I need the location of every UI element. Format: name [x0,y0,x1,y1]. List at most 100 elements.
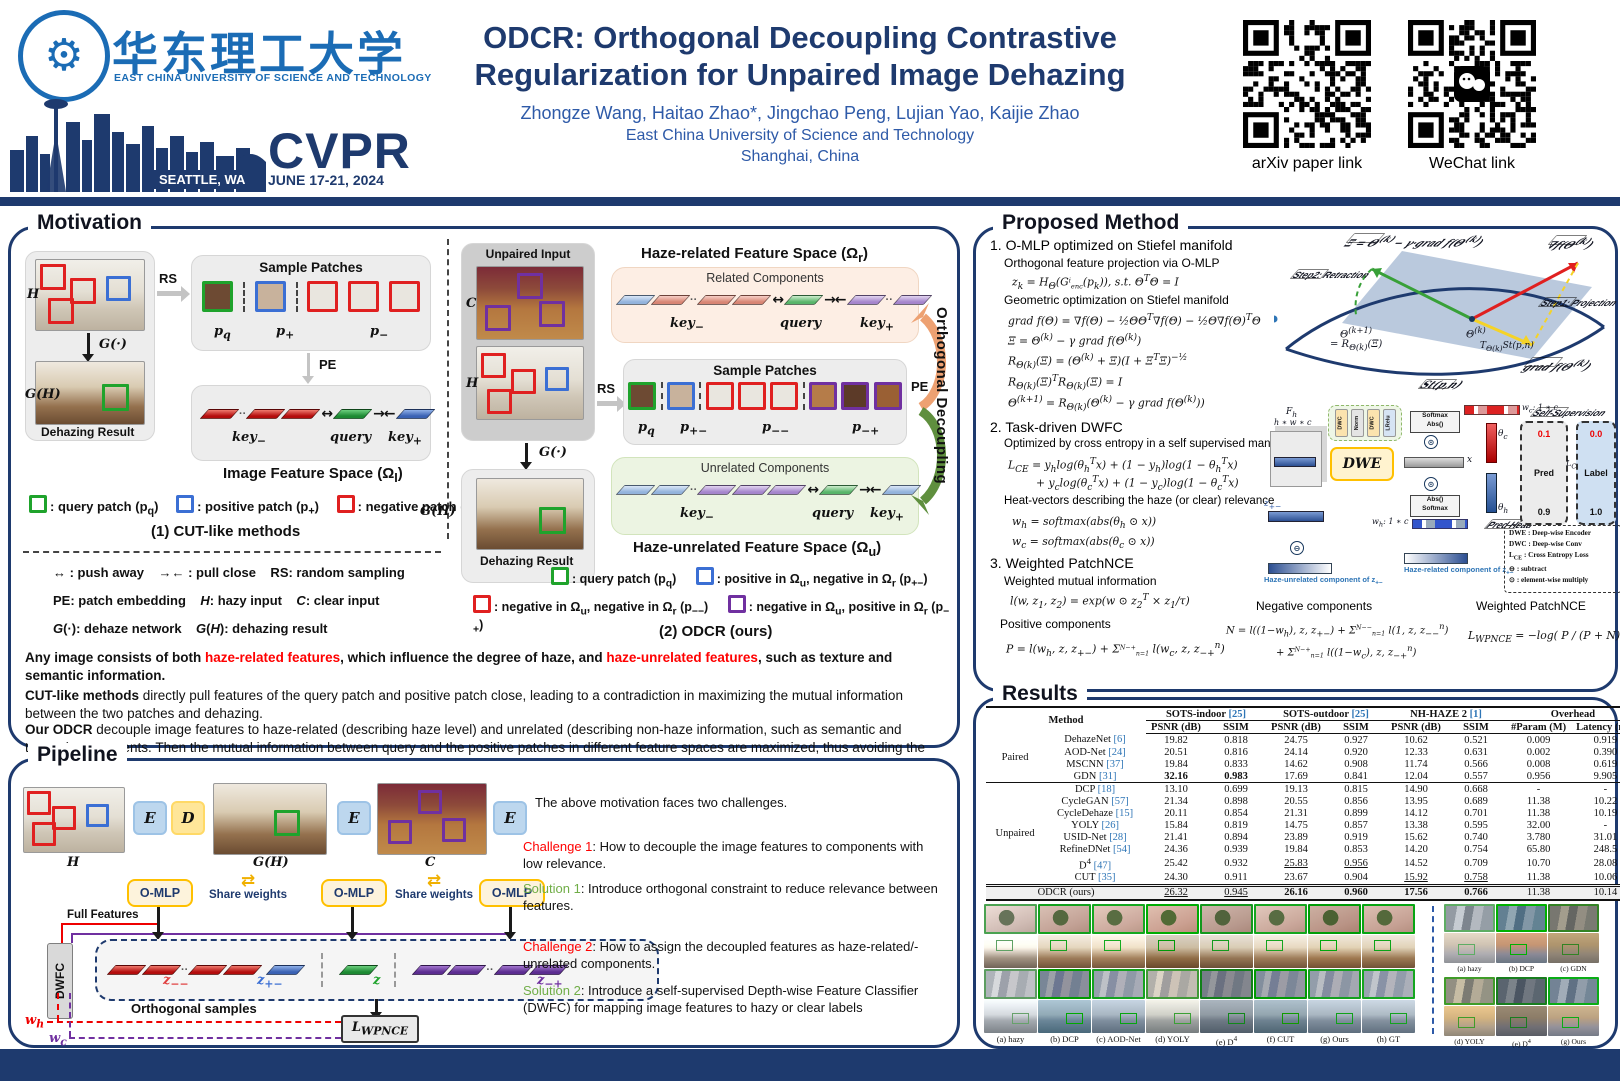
purple-patch-marker [517,273,543,299]
pull-close-icon: →← [373,406,395,422]
wh-label: wh [25,1013,45,1031]
query-patch-marker [274,810,300,836]
method-name: D4 [47] [1078,855,1112,872]
feature-bar-query [332,409,373,419]
sample-patches-title: Sample Patches [259,260,363,275]
wc-dim-label: wc: 1 ∗ c [1522,403,1558,415]
wh-dashed-vline [57,993,59,1021]
softmax-label: Softmax [1422,504,1448,512]
feature-bar [650,485,691,495]
metric-value: 0.841 [1344,770,1368,782]
abs-softmax-box-bottom: Abs() Softmax [1410,495,1460,517]
formula-ce1: LCE = yhlog(θhTx) + (1 − yh)log(1 − θhTx… [1008,457,1238,475]
elementwise-multiply-icon: ⊙ [1424,435,1438,449]
arxiv-qr-code[interactable] [1243,20,1372,149]
negative-legend-swatch [473,595,491,613]
method-item1-sub2: Geometric optimization on Stiefel manifo… [1004,293,1229,307]
arxiv-qr-label: arXiv paper link [1251,155,1363,172]
challenge1-text: : How to decouple the image features to … [523,839,924,871]
university-name-en: EAST CHINA UNIVERSITY OF SCIENCE AND TEC… [114,72,432,84]
result-thumbnail [1092,904,1145,934]
formula-wpnce: LWPNCE = −log( P / (P + N) ) [1468,629,1620,646]
pe-arrow [302,353,313,384]
zoom-region-marker [1173,1013,1191,1025]
results-table-wrap: Method SOTS-indoor [25] SOTS-outdoor [25] N… [986,706,1620,901]
metric-value: 10.14 [1571,883,1620,900]
wpnce-loss-box: LWPNCE [341,1015,419,1043]
x-label: x [1467,455,1473,465]
qualitative-grid-left: (a) hazy (b) DCP (c) AOD-Net (d) YOLY (e) D4… [984,904,1424,1047]
method-item1-heading: 1. O-MLP optimized on Stiefel manifold [990,237,1233,253]
cut-hazy-image [35,259,145,331]
related-components-title: Related Components [706,271,824,285]
encoder-box2: E [337,801,371,835]
result-thumbnail [1200,969,1253,999]
divider [699,382,702,410]
share-weights-label: Share weights [209,888,287,901]
query-to-loss-arrow [370,999,381,1020]
metric-value: 19.84 [1284,843,1308,855]
stiefel-tangent-label: TΘ(k)St(p,n) [1480,341,1534,353]
encoder-label: E [144,809,156,827]
pipe-dehazed-image [213,783,327,855]
formula-wc: wc = softmax(abs(θc ⊙ x)) [1012,535,1155,552]
legend-divider [23,551,441,553]
feature-bar-query [783,295,824,305]
hazy-label2: H [466,376,479,391]
z-pm-label: z+− [257,973,283,991]
wechat-qr-code[interactable] [1408,20,1537,149]
z-label: z [373,973,381,988]
stiefel-gradf-label: grad f(Θ(k)) [1518,357,1595,374]
result-thumbnail [1200,1000,1253,1033]
rs-label2: RS [597,381,616,396]
cut-caption: (1) CUT-like methods [151,523,301,540]
omlp-down-arrow [504,907,515,940]
metric-value: 26.32 [1146,883,1206,900]
wh-heat-vector [1412,519,1468,529]
label-box: 0.0 Label 1.0 [1576,421,1616,525]
positive-components-label: Positive components [1000,617,1111,631]
share-weights-arrows-icon: ⇄ [240,871,256,891]
query-patch-marker [539,507,566,534]
metric-value: 0.002 [1526,746,1551,758]
wc-dashed-line [69,1037,341,1039]
method-item2-sub1: Optimized by cross entropy in a self sup… [1004,438,1288,450]
result-thumbnail [1496,977,1547,1005]
abbrev-line3: G(·): dehaze network G(H): dehazing resu… [53,621,328,636]
pq-label: pq [214,324,231,342]
z-mm-label: z−− [163,973,189,991]
results-table: Method SOTS-indoor [25] SOTS-outdoor [25] N… [986,706,1620,901]
metric-value: 13.95 [1404,795,1428,807]
odcr-legend-line2: : negative in Ωu, negative in Ωr (p−−) :… [473,595,957,635]
result-thumbnail [1496,904,1547,932]
result-thumbnail [1548,1006,1599,1036]
thumbnail-caption: (e) D4 [1215,1035,1238,1047]
legend-positive: : positive patch (p+) [197,499,320,518]
metric-value: 14.62 [1284,758,1308,770]
pull-close-icon: →← [859,482,881,498]
metric-value: 20.11 [1164,807,1188,819]
comparison-column: (b) DCP [1496,904,1547,973]
metric-value: 65.80 [1526,843,1551,855]
metric-value: 0.894 [1224,831,1248,843]
query-patch-thumb [201,281,233,312]
purple-patch-thumb [841,382,870,410]
metric-value: - [1603,819,1608,831]
zoom-region-marker [1562,1017,1580,1029]
zoom-region-marker [1265,939,1283,951]
result-thumbnail [1308,969,1361,999]
thumbnail-caption: (c) GDN [1560,964,1587,973]
zoom-region-marker [1119,1013,1137,1025]
stiefel-svg [1270,251,1605,376]
metric-value: 12.04 [1404,770,1428,782]
pred-value-01: 0.1 [1537,429,1551,439]
dwc-chip: DWC [1366,409,1380,437]
query-label: query [812,506,854,521]
result-thumbnail [1146,969,1199,999]
dehazed-label2: G(H) [420,504,456,519]
legend-query: : query patch (pq) [50,499,159,518]
negative-patch-marker [32,822,56,846]
result-thumbnail [1146,935,1199,968]
odcr-legend-line1: : query patch (pq) : positive in Ωu, neg… [551,567,928,590]
result-thumbnail [1254,1000,1307,1033]
